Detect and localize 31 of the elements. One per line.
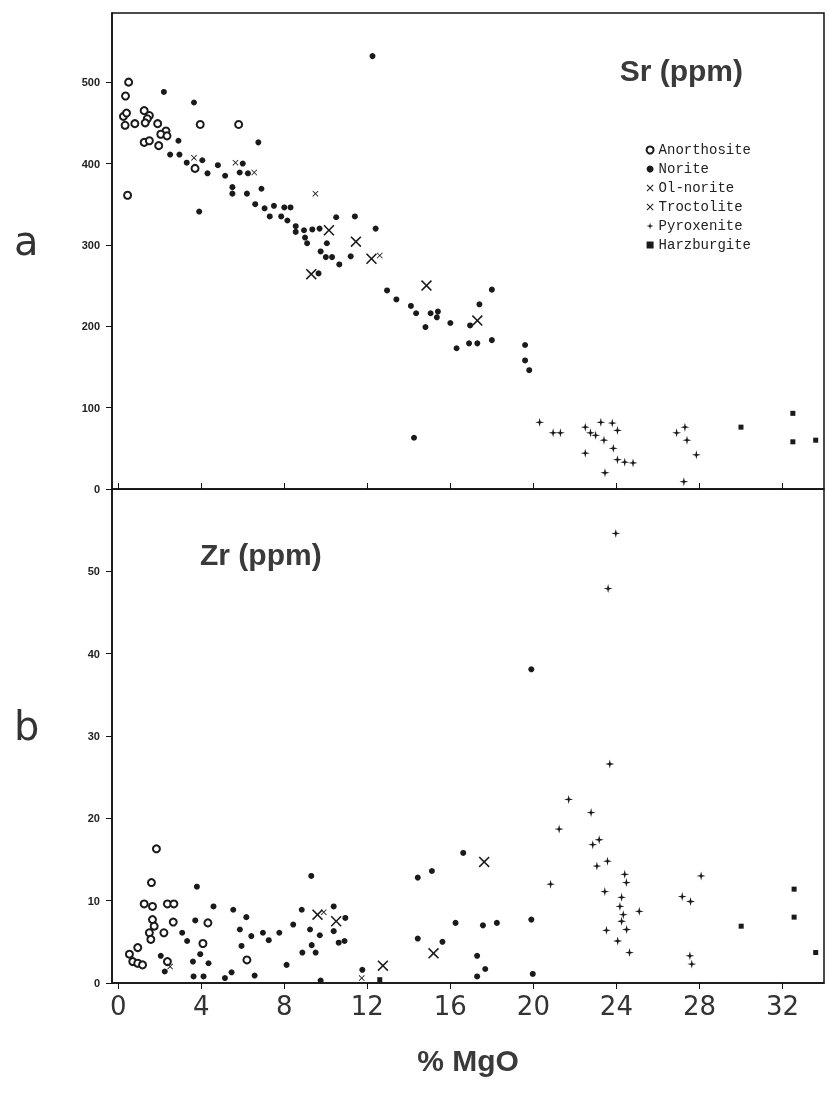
x-tick-label: 20 xyxy=(516,991,550,1021)
x-axis-title: % MgO xyxy=(417,1043,519,1077)
legend-label: Troctolite xyxy=(658,199,743,215)
y-tick-label: 30 xyxy=(87,730,100,742)
legend-label: Anorthosite xyxy=(658,142,752,158)
y-tick-label: 100 xyxy=(81,401,100,414)
y-tick-label: 40 xyxy=(87,647,100,660)
y-tick-label: 500 xyxy=(81,76,100,89)
y-tick-label: 0 xyxy=(93,483,100,495)
text: Zr (ppm) xyxy=(200,537,322,571)
x-tick-label: 28 xyxy=(682,991,716,1021)
text: a xyxy=(14,218,39,264)
x-tick-label: 8 xyxy=(276,991,293,1021)
text: b xyxy=(14,703,40,749)
y-tick-label: 10 xyxy=(87,894,100,907)
y-tick-label: 300 xyxy=(81,238,100,251)
x-tick-label: 12 xyxy=(350,991,384,1021)
y-tick-label: 400 xyxy=(81,157,100,170)
y-tick-label: 0 xyxy=(93,977,100,989)
x-tick-label: 16 xyxy=(433,991,467,1021)
x-tick-label: 32 xyxy=(765,991,800,1021)
y-tick-label: 20 xyxy=(87,812,100,825)
legend-label: Pyroxenite xyxy=(658,218,743,234)
x-tick-label: 24 xyxy=(599,991,633,1021)
legend-label: Norite xyxy=(658,161,710,177)
legend-label: Harzburgite xyxy=(658,237,752,253)
legend-label: Ol-norite xyxy=(658,180,735,196)
text: Sr (ppm) xyxy=(619,53,743,87)
y-tick-label: 50 xyxy=(87,565,100,578)
x-tick-label: 4 xyxy=(192,991,210,1021)
y-tick-label: 200 xyxy=(81,320,100,333)
